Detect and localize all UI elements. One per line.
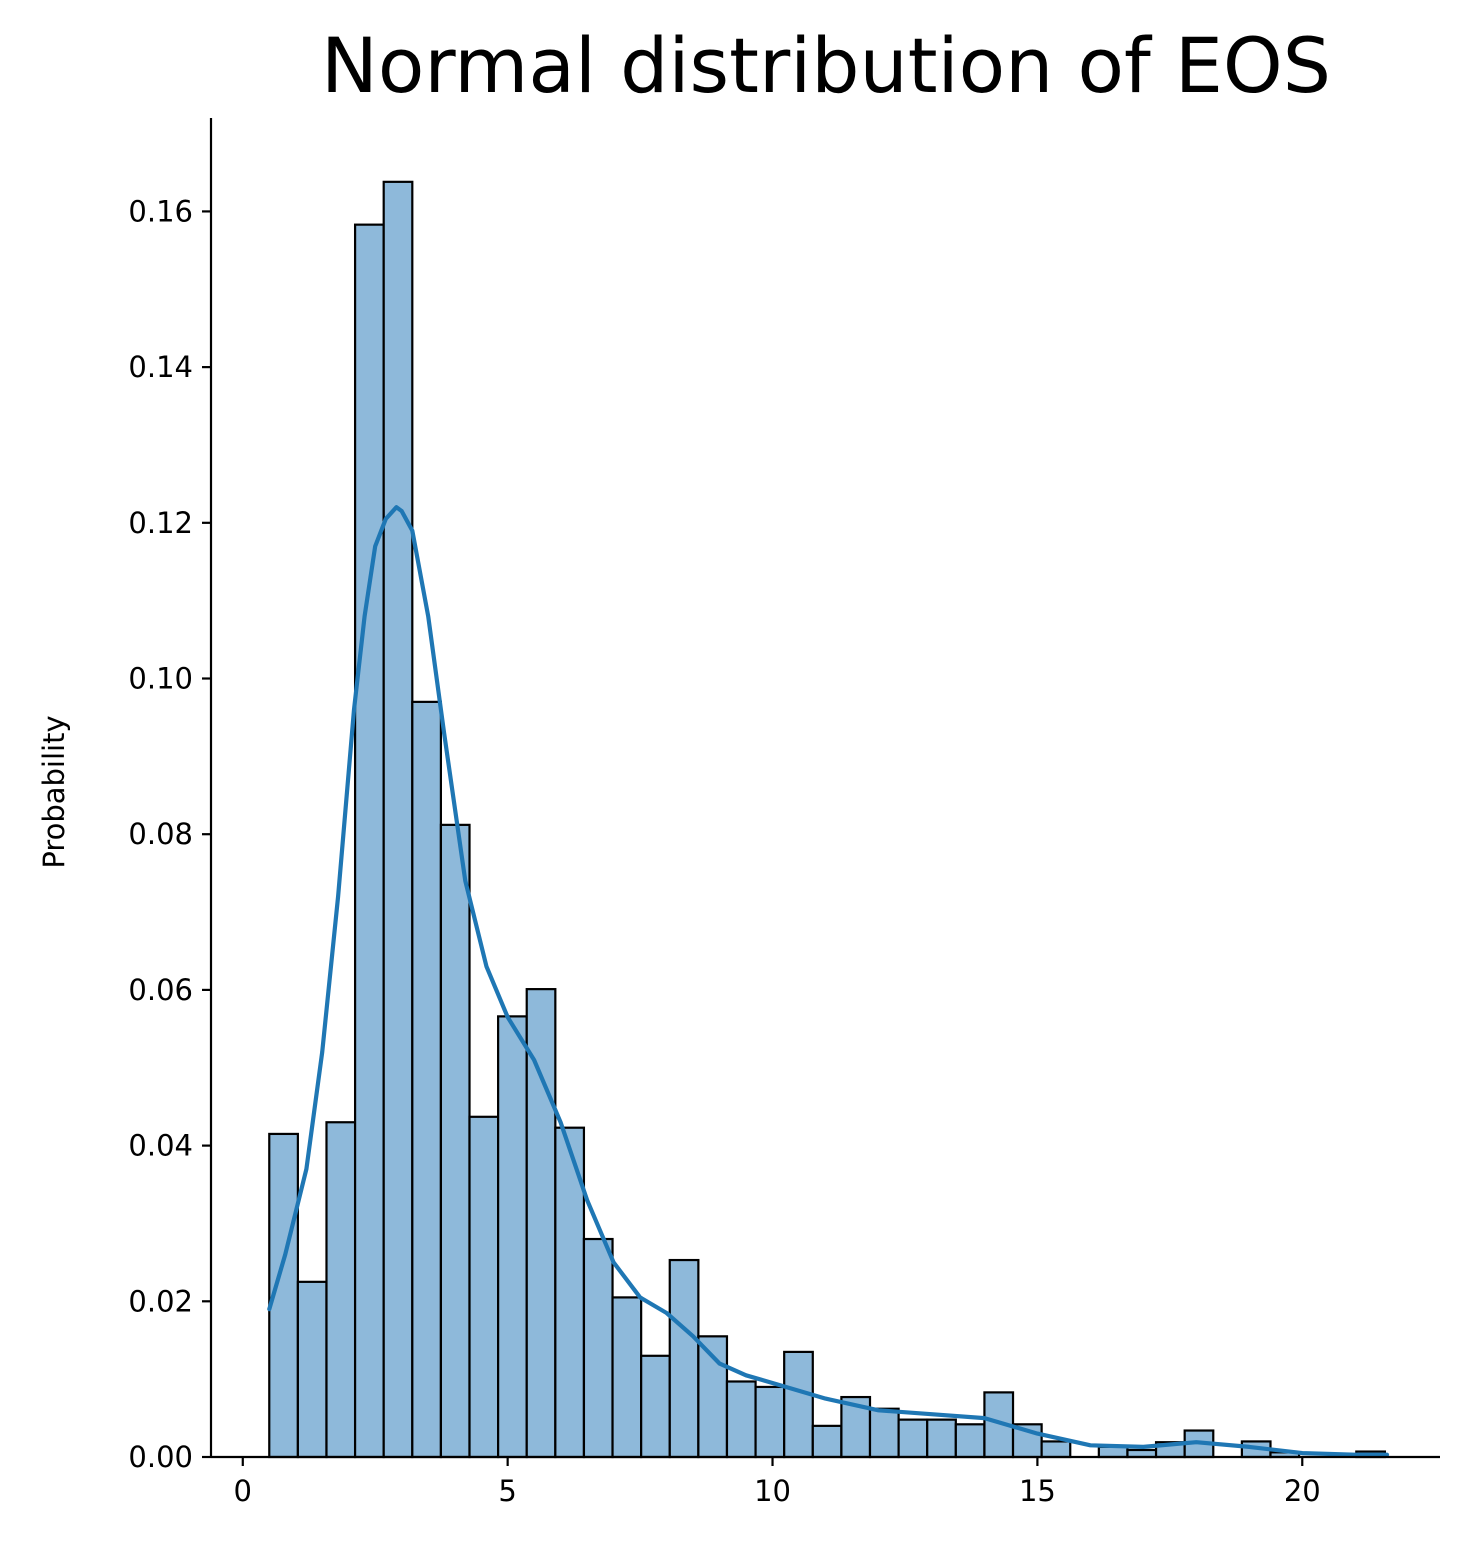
x-tick-label: 15 xyxy=(1019,1474,1056,1508)
x-tick-label: 0 xyxy=(234,1474,252,1508)
histogram-bar xyxy=(411,700,443,1459)
histogram-bar xyxy=(783,1350,814,1459)
y-tick-label: 0.16 xyxy=(128,194,193,228)
histogram-bar xyxy=(668,1258,700,1459)
histogram-bar xyxy=(382,180,414,1459)
histogram-bar xyxy=(1097,1445,1129,1459)
histogram-bar xyxy=(926,1418,957,1459)
bars-group xyxy=(268,180,1387,1459)
y-ticks-group: 0.00 0.02 0.04 0.06 0.08 0.10 0.12 0.14 0.16 xyxy=(128,194,211,1474)
y-tick-label: 0.04 xyxy=(128,1129,193,1163)
histogram-bar xyxy=(611,1296,643,1459)
histogram-bar xyxy=(897,1418,929,1459)
x-tick-label: 5 xyxy=(498,1474,516,1508)
histogram-bar xyxy=(296,1280,328,1459)
x-tick-label: 10 xyxy=(754,1474,791,1508)
histogram-bar xyxy=(325,1121,357,1459)
histogram-bar xyxy=(640,1354,671,1459)
y-tick-label: 0.02 xyxy=(128,1284,193,1318)
histogram-bar xyxy=(811,1424,843,1459)
histogram-bar xyxy=(725,1380,757,1459)
y-tick-label: 0.10 xyxy=(128,662,193,696)
histogram-bar xyxy=(439,823,471,1459)
histogram-bar xyxy=(525,988,557,1459)
histogram-bar xyxy=(1040,1440,1072,1459)
histogram-bar xyxy=(754,1385,786,1459)
kde-curve xyxy=(267,505,1390,1457)
histogram-bar xyxy=(954,1423,986,1459)
histogram-bar xyxy=(868,1407,900,1459)
y-tick-label: 0.08 xyxy=(128,817,193,851)
chart-title: Normal distribution of EOS xyxy=(321,21,1331,110)
y-axis-label: Probability xyxy=(37,715,71,868)
axes-group xyxy=(209,118,1440,1459)
histogram-bar xyxy=(497,1015,528,1459)
y-tick-label: 0.12 xyxy=(128,506,193,540)
histogram-bar xyxy=(468,1115,500,1459)
y-tick-label: 0.14 xyxy=(128,350,193,384)
histogram-bar xyxy=(353,223,385,1459)
x-tick-label: 20 xyxy=(1284,1474,1321,1508)
histogram-bar xyxy=(582,1237,614,1459)
y-tick-label: 0.06 xyxy=(128,973,193,1007)
x-ticks-group: 0 5 10 15 20 xyxy=(234,1457,1321,1508)
y-tick-label: 0.00 xyxy=(128,1440,193,1474)
